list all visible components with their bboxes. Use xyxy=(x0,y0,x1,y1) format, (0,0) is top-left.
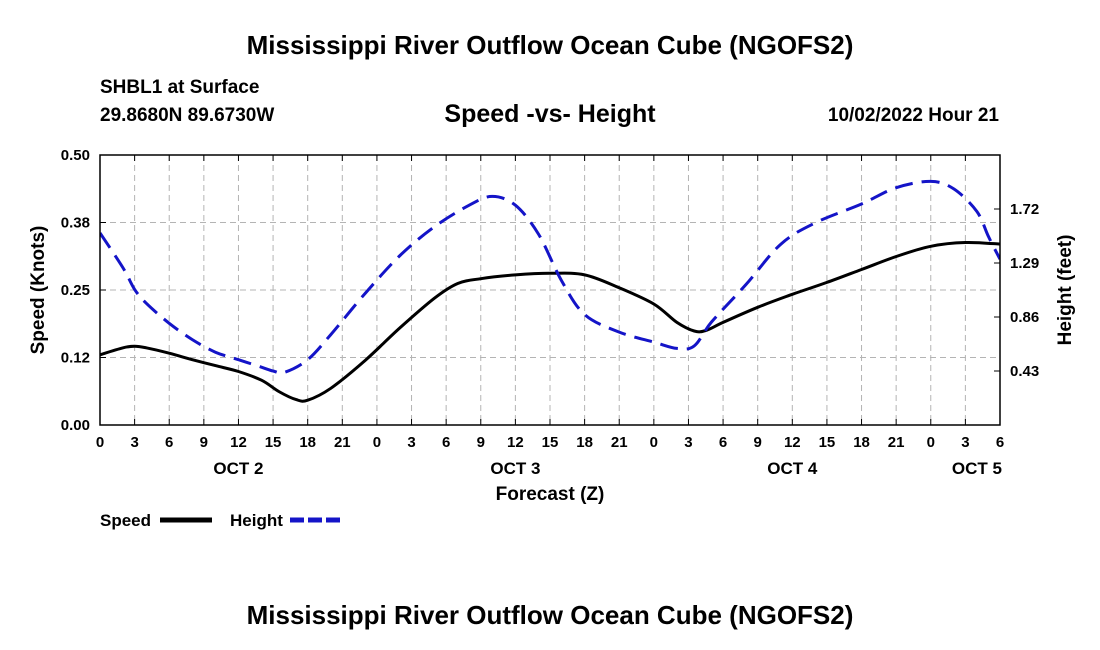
x-tick-label: 15 xyxy=(542,434,559,451)
x-tick-label: 21 xyxy=(888,434,905,451)
grid-layer xyxy=(100,155,1000,425)
x-axis-title: Forecast (Z) xyxy=(496,484,605,505)
x-tick-label: 3 xyxy=(130,434,138,451)
height-series-line xyxy=(100,179,1000,375)
y-left-tick-label: 0.00 xyxy=(61,417,90,434)
x-tick-label: 3 xyxy=(961,434,969,451)
station-coordinates: 29.8680N 89.6730W xyxy=(100,105,275,126)
x-tick-label: 15 xyxy=(819,434,836,451)
series-layer xyxy=(100,179,1000,403)
y-left-axis-title: Speed (Knots) xyxy=(28,226,49,355)
date-label: OCT 3 xyxy=(490,459,540,478)
chart-subtitle: Speed -vs- Height xyxy=(444,100,656,128)
date-label: OCT 2 xyxy=(213,459,263,478)
x-tick-label: 0 xyxy=(650,434,658,451)
x-tick-label: 9 xyxy=(754,434,762,451)
x-tick-label: 15 xyxy=(265,434,282,451)
y-right-tick-label: 1.29 xyxy=(1010,255,1039,272)
y-right-tick-label: 0.43 xyxy=(1010,363,1039,380)
y-left-tick-label: 0.12 xyxy=(61,350,90,367)
x-tick-label: 6 xyxy=(442,434,450,451)
legend: Speed Height xyxy=(100,511,342,530)
date-label: OCT 4 xyxy=(767,459,818,478)
legend-label-speed: Speed xyxy=(100,511,151,530)
axis-layer: 0 3 6 9 12 15 18 21 0 3 6 9 12 15 18 21 0 3 6 9 12 15 18 21 0 3 6 0… xyxy=(28,147,1076,505)
x-tick-label: 18 xyxy=(853,434,870,451)
y-right-axis-title: Height (feet) xyxy=(1055,235,1076,346)
x-tick-label: 21 xyxy=(611,434,628,451)
y-right-tick-label: 1.72 xyxy=(1010,201,1039,218)
x-tick-label: 9 xyxy=(200,434,208,451)
y-left-tick-label: 0.38 xyxy=(61,215,90,232)
x-tick-label: 3 xyxy=(407,434,415,451)
x-tick-label: 0 xyxy=(373,434,381,451)
x-tick-label: 18 xyxy=(299,434,316,451)
speed-series-line xyxy=(100,240,1000,403)
x-tick-label: 18 xyxy=(576,434,593,451)
station-label: SHBL1 at Surface xyxy=(100,77,260,98)
x-tick-label: 9 xyxy=(477,434,485,451)
x-tick-label: 12 xyxy=(784,434,801,451)
x-tick-label: 0 xyxy=(96,434,104,451)
x-tick-label: 3 xyxy=(684,434,692,451)
y-left-tick-label: 0.25 xyxy=(61,282,90,299)
forecast-datetime: 10/02/2022 Hour 21 xyxy=(827,105,999,126)
x-tick-label: 12 xyxy=(230,434,247,451)
x-tick-label: 0 xyxy=(927,434,935,451)
x-tick-label: 12 xyxy=(507,434,524,451)
date-label: OCT 5 xyxy=(952,459,1002,478)
x-tick-label: 21 xyxy=(334,434,351,451)
bottom-title: Mississippi River Outflow Ocean Cube (NG… xyxy=(246,600,854,630)
chart-title: Mississippi River Outflow Ocean Cube (NG… xyxy=(246,30,854,60)
legend-label-height: Height xyxy=(230,511,283,530)
x-tick-label: 6 xyxy=(165,434,173,451)
y-left-tick-label: 0.50 xyxy=(61,147,90,164)
x-tick-label: 6 xyxy=(719,434,727,451)
x-tick-label: 6 xyxy=(996,434,1004,451)
y-right-tick-label: 0.86 xyxy=(1010,309,1039,326)
